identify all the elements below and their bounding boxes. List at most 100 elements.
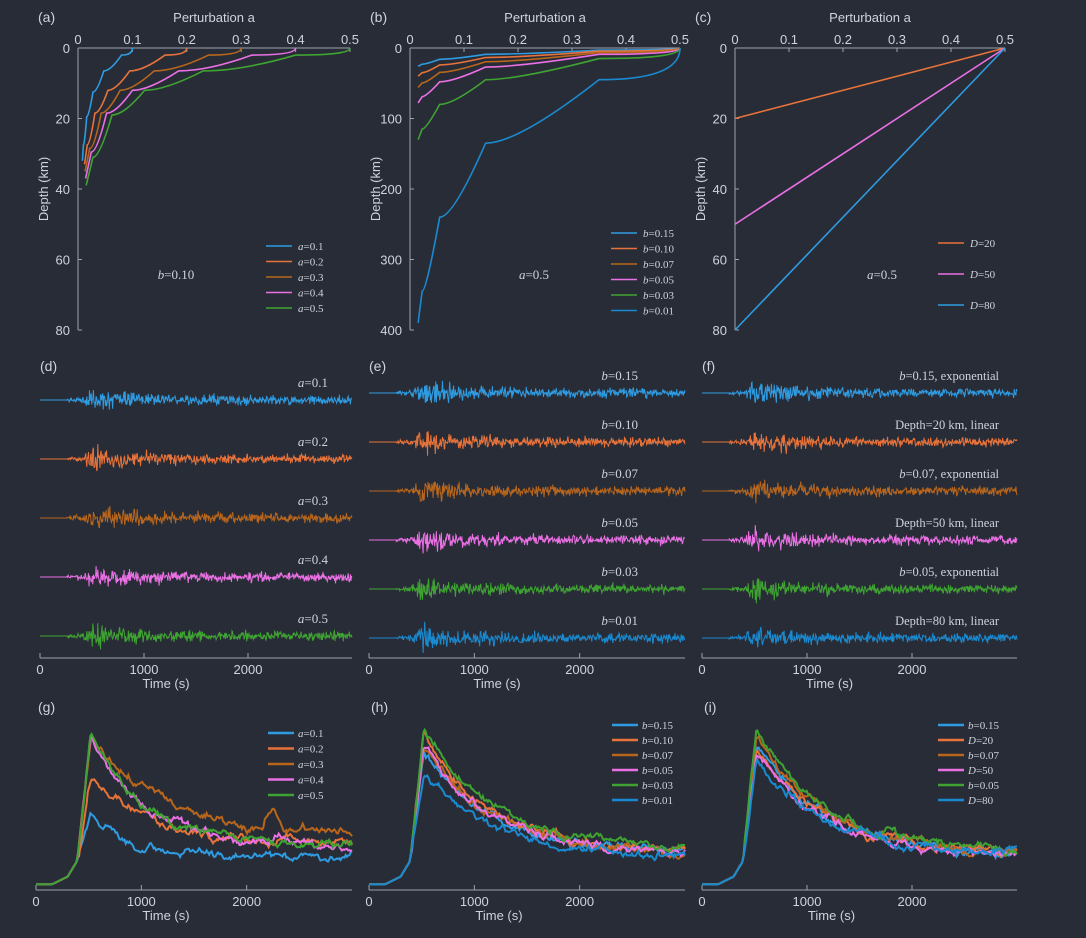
x-tick-label: 0.2 [178, 32, 196, 47]
series-line-0 [417, 47, 681, 68]
x-axis-title: Perturbation a [829, 10, 911, 25]
legend-label: D=50 [969, 269, 996, 281]
x-axis-title: Perturbation a [504, 10, 586, 25]
series-line-4 [417, 47, 681, 140]
label-value: =0.10 [649, 244, 675, 256]
label-value: =0.10 [648, 735, 674, 747]
label-value: =0.03 [649, 290, 675, 302]
label-value: =0.01 [648, 795, 673, 807]
waveform-0 [369, 380, 686, 404]
label-value: =0.4 [304, 775, 324, 787]
label-value: =0.05, exponential [906, 565, 1000, 579]
waveform-label: b=0.15, exponential [899, 369, 999, 383]
label-value: =0.01 [649, 306, 674, 318]
series-line-2 [84, 47, 242, 172]
y-tick-label: 20 [713, 112, 727, 127]
waveform-label: b=0.05 [601, 515, 638, 530]
label-variable: a [298, 272, 304, 284]
legend-label: b=0.15 [968, 720, 999, 732]
envelope-5 [702, 756, 1018, 886]
x-axis-title: Time (s) [142, 676, 189, 691]
panel-label: (g) [38, 699, 55, 715]
waveform-3 [702, 525, 1018, 552]
x-tick-label: 0.4 [617, 32, 635, 47]
legend-label: D=80 [967, 795, 994, 807]
x-tick-label: 0 [698, 662, 705, 677]
waveform-label: b=0.03 [601, 564, 638, 579]
x-axis-title: Time (s) [473, 676, 520, 691]
series-line-4 [85, 47, 351, 186]
waveform-label: b=0.01 [601, 613, 638, 628]
x-tick-label: 0 [731, 32, 738, 47]
panel-label: (f) [702, 358, 715, 374]
x-tick-label: 2000 [234, 662, 263, 677]
legend-label: b=0.10 [642, 735, 673, 747]
legend-label: b=0.03 [642, 780, 673, 792]
waveform-label: a=0.4 [298, 552, 329, 567]
envelope-4 [36, 732, 353, 886]
label-variable: a [298, 759, 304, 771]
label-variable: D [967, 765, 976, 777]
legend-label: a=0.3 [298, 759, 324, 771]
waveform-label: a=0.5 [298, 611, 328, 626]
y-tick-label: 300 [380, 253, 402, 268]
legend-label: D=20 [967, 735, 994, 747]
legend-label: a=0.2 [298, 744, 323, 756]
label-value: =80 [978, 300, 996, 312]
label-variable: b [643, 290, 649, 302]
x-axis-title: Perturbation a [173, 10, 255, 25]
y-tick-label: 0 [395, 41, 402, 56]
label-variable: b [601, 466, 608, 481]
legend-label: D=50 [967, 765, 994, 777]
x-tick-label: 0 [365, 662, 372, 677]
panel-a: 0 0.1 0.2 0.3 0.4 0.5 0 20 40 60 80 Perturbation a D… [36, 9, 359, 338]
x-tick-label: 1000 [130, 662, 159, 677]
label-value: =0.05 [649, 275, 675, 287]
series-line-1 [83, 47, 188, 165]
label-value: =0.15 [974, 720, 1000, 732]
waveform-label: Depth=20 km, linear [895, 418, 1000, 432]
waveform-label: Depth=50 km, linear [895, 516, 1000, 530]
series-line-0 [81, 47, 134, 161]
legend-label: a=0.5 [298, 790, 324, 802]
label-variable: b [643, 244, 649, 256]
series-line-1 [417, 47, 681, 77]
panel-label: (a) [38, 9, 55, 25]
label-value: =0.07 [648, 750, 674, 762]
x-tick-label: 0.5 [996, 32, 1014, 47]
waveform-label: b=0.05, exponential [899, 565, 999, 579]
waveform-2 [40, 505, 353, 529]
panel-c: 0 0.1 0.2 0.3 0.4 0.5 0 20 40 60 80 Perturbation a D… [693, 9, 1014, 338]
label-value: =0.07 [974, 750, 1000, 762]
x-axis-title: Time (s) [142, 908, 189, 923]
legend-label: b=0.15 [642, 720, 673, 732]
x-tick-label: 0 [74, 32, 81, 47]
legend-label: b=0.01 [642, 795, 673, 807]
waveform-label: a=0.2 [298, 434, 328, 449]
waveform-0 [40, 389, 353, 410]
label-value: =20 [976, 735, 994, 747]
label-variable: b [601, 515, 608, 530]
label-variable: a [298, 611, 305, 626]
label-variable: b [601, 368, 608, 383]
label-variable: a [298, 728, 304, 740]
label-value: =0.5 [873, 267, 897, 282]
waveform-3 [40, 565, 353, 587]
label-variable: a [298, 775, 304, 787]
label-variable: D [969, 238, 978, 250]
x-axis-title: Time (s) [806, 676, 853, 691]
label-value: =0.15 [608, 368, 638, 383]
waveform-1 [702, 432, 1018, 455]
label-value: =0.5 [304, 611, 328, 626]
label-variable: b [968, 720, 974, 732]
x-tick-label: 0.5 [671, 32, 689, 47]
legend-label: a=0.4 [298, 775, 324, 787]
x-tick-label: 2000 [565, 894, 594, 909]
y-axis-title: Depth (km) [36, 157, 51, 221]
waveform-5 [702, 626, 1018, 648]
x-tick-label: 0.2 [834, 32, 852, 47]
legend-label: D=80 [969, 300, 996, 312]
label-value: =0.3 [304, 493, 328, 508]
x-axis-title: Time (s) [808, 908, 855, 923]
